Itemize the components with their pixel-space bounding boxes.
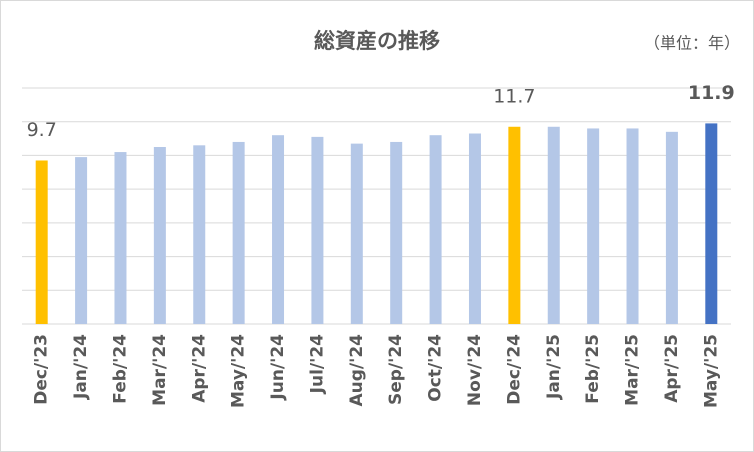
unit-label: （単位：年）	[644, 34, 740, 53]
x-tick-label: May/'24	[229, 334, 249, 408]
x-tick-label: Jan/'24	[71, 334, 91, 400]
bar	[429, 135, 442, 324]
bar	[311, 136, 324, 324]
x-tick-label: Feb/'25	[583, 334, 603, 404]
x-tick-label: Feb/'24	[110, 334, 130, 404]
bar	[547, 126, 560, 325]
x-tick-label: Nov/'24	[465, 334, 485, 406]
x-tick-label: Jul/'24	[307, 334, 327, 394]
bar	[626, 128, 639, 324]
bar	[665, 131, 678, 324]
data-label: 9.7	[27, 119, 57, 141]
chart-title: 総資産の推移	[314, 29, 440, 53]
bar	[587, 128, 600, 324]
data-label: 11.9	[688, 82, 735, 104]
x-tick-label: Sep/'24	[386, 334, 406, 405]
bar	[390, 141, 403, 324]
x-tick-label: Mar/'24	[150, 334, 170, 406]
bar	[193, 145, 206, 324]
x-tick-label: Mar/'25	[623, 334, 643, 406]
x-tick-label: Jan/'25	[544, 334, 564, 400]
x-tick-label: Jun/'24	[268, 334, 288, 401]
x-tick-label: Aug/'24	[347, 334, 367, 407]
bar	[35, 160, 48, 324]
x-tick-label: Dec/'24	[504, 334, 524, 405]
bar	[114, 152, 127, 324]
bar	[272, 135, 285, 324]
bar	[705, 123, 718, 325]
x-tick-label: May/'25	[701, 334, 721, 408]
x-tick-label: Dec/'23	[32, 334, 52, 405]
bar	[232, 141, 245, 324]
bar	[75, 157, 88, 324]
bar	[153, 147, 166, 324]
x-tick-label: Apr/'24	[189, 334, 209, 403]
bar	[350, 143, 363, 324]
bar	[508, 126, 521, 325]
bar	[468, 133, 481, 324]
data-label: 11.7	[493, 85, 535, 107]
x-tick-label: Oct/'24	[426, 334, 446, 402]
x-tick-label: Apr/'25	[662, 334, 682, 403]
